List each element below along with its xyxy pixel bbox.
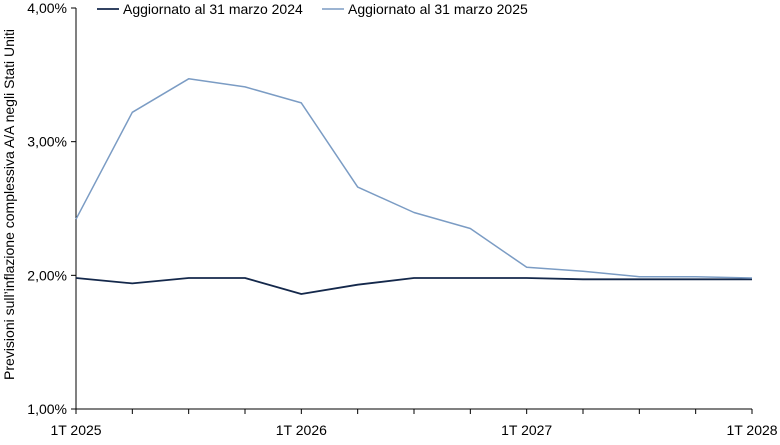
y-axis-label: Previsioni sull’inflazione complessiva A… xyxy=(1,29,17,380)
y-tick-label: 2,00% xyxy=(27,267,67,283)
legend-label-2: Aggiornato al 31 marzo 2025 xyxy=(348,1,528,17)
x-tick-label: 1T 2025 xyxy=(50,422,101,438)
series-line-1 xyxy=(75,277,752,295)
y-tick-label: 1,00% xyxy=(27,401,67,417)
y-tick-label: 4,00% xyxy=(27,0,67,16)
x-tick-label: 1T 2026 xyxy=(276,422,327,438)
series-line-2 xyxy=(75,78,753,279)
x-tick-label: 1T 2027 xyxy=(501,422,552,438)
legend-label-1: Aggiornato al 31 marzo 2024 xyxy=(123,1,303,17)
x-tick-label: 1T 2028 xyxy=(726,422,777,438)
y-tick-label: 3,00% xyxy=(27,134,67,150)
